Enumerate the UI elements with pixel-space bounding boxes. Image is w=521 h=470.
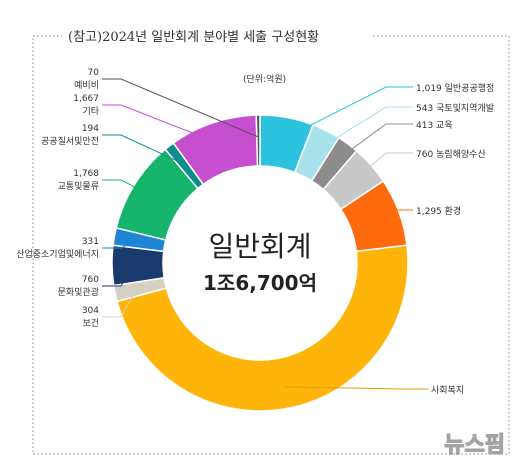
title-backdrop [62, 26, 370, 46]
svg-text:뉴스핌: 뉴스핌 [444, 433, 505, 458]
leader-line-8 [102, 264, 135, 287]
slice-label-5: 1,295 환경 [416, 205, 461, 217]
slice-label-4: 760 농림해양수산 [416, 148, 486, 160]
leader-line-5 [377, 209, 413, 220]
donut-slice-6 [116, 244, 409, 412]
center-label: 일반회계 [208, 230, 311, 263]
slice-label-1: 1,019 일반공공행정 [416, 82, 494, 94]
leader-line-11 [102, 134, 183, 164]
slice-label-3: 413 교육 [416, 120, 453, 131]
newspim-watermark: 뉴스핌 [444, 432, 506, 458]
leader-line-1 [282, 86, 413, 140]
slice-name-label-12: 기타 [82, 106, 99, 117]
slice-name-label-11: 공공질서및안전 [41, 135, 99, 147]
donut-slice-8 [111, 244, 165, 287]
center-total: 1조6,700억 [203, 271, 317, 295]
slice-label-2: 543 국토및지역개발 [416, 102, 494, 114]
unit-note: (단위:억원) [243, 73, 286, 85]
slice-value-label-8: 760 [82, 275, 99, 285]
slice-label-6: 사회복지 [431, 385, 464, 396]
slice-value-label-12: 1,667 [73, 94, 99, 104]
leader-line-13 [102, 78, 259, 138]
slice-value-label-7: 304 [82, 306, 99, 316]
leader-line-12 [102, 104, 220, 145]
chart-title: (참고)2024년 일반회계 분야별 세출 구성현황 [68, 30, 319, 45]
slice-value-label-11: 194 [82, 124, 99, 134]
dotted-border [32, 35, 510, 455]
leader-line-10 [102, 179, 154, 197]
slice-name-label-10: 교통및물류 [58, 180, 99, 192]
donut-slice-13 [255, 114, 261, 167]
leader-line-4 [354, 152, 413, 180]
leader-lines [102, 78, 428, 390]
leader-line-6 [283, 386, 428, 390]
slice-name-label-7: 보건 [82, 318, 99, 329]
slice-name-label-13: 예비비 [74, 80, 99, 91]
slice-value-label-13: 70 [88, 68, 100, 78]
leader-line-2 [316, 106, 413, 151]
donut-slices [111, 114, 409, 412]
leader-line-9 [102, 239, 137, 249]
slice-name-label-8: 문화및관광 [58, 286, 99, 298]
slice-labels: 1,019 일반공공행정 543 국토및지역개발 413 교육 760 농림해양수산 1… [16, 68, 494, 396]
slice-value-label-9: 331 [82, 237, 99, 247]
leader-line-7 [102, 288, 138, 318]
slice-value-label-10: 1,768 [73, 169, 99, 179]
leader-line-3 [334, 123, 413, 163]
slice-name-label-9: 산업중소기업및에너지 [16, 248, 99, 260]
